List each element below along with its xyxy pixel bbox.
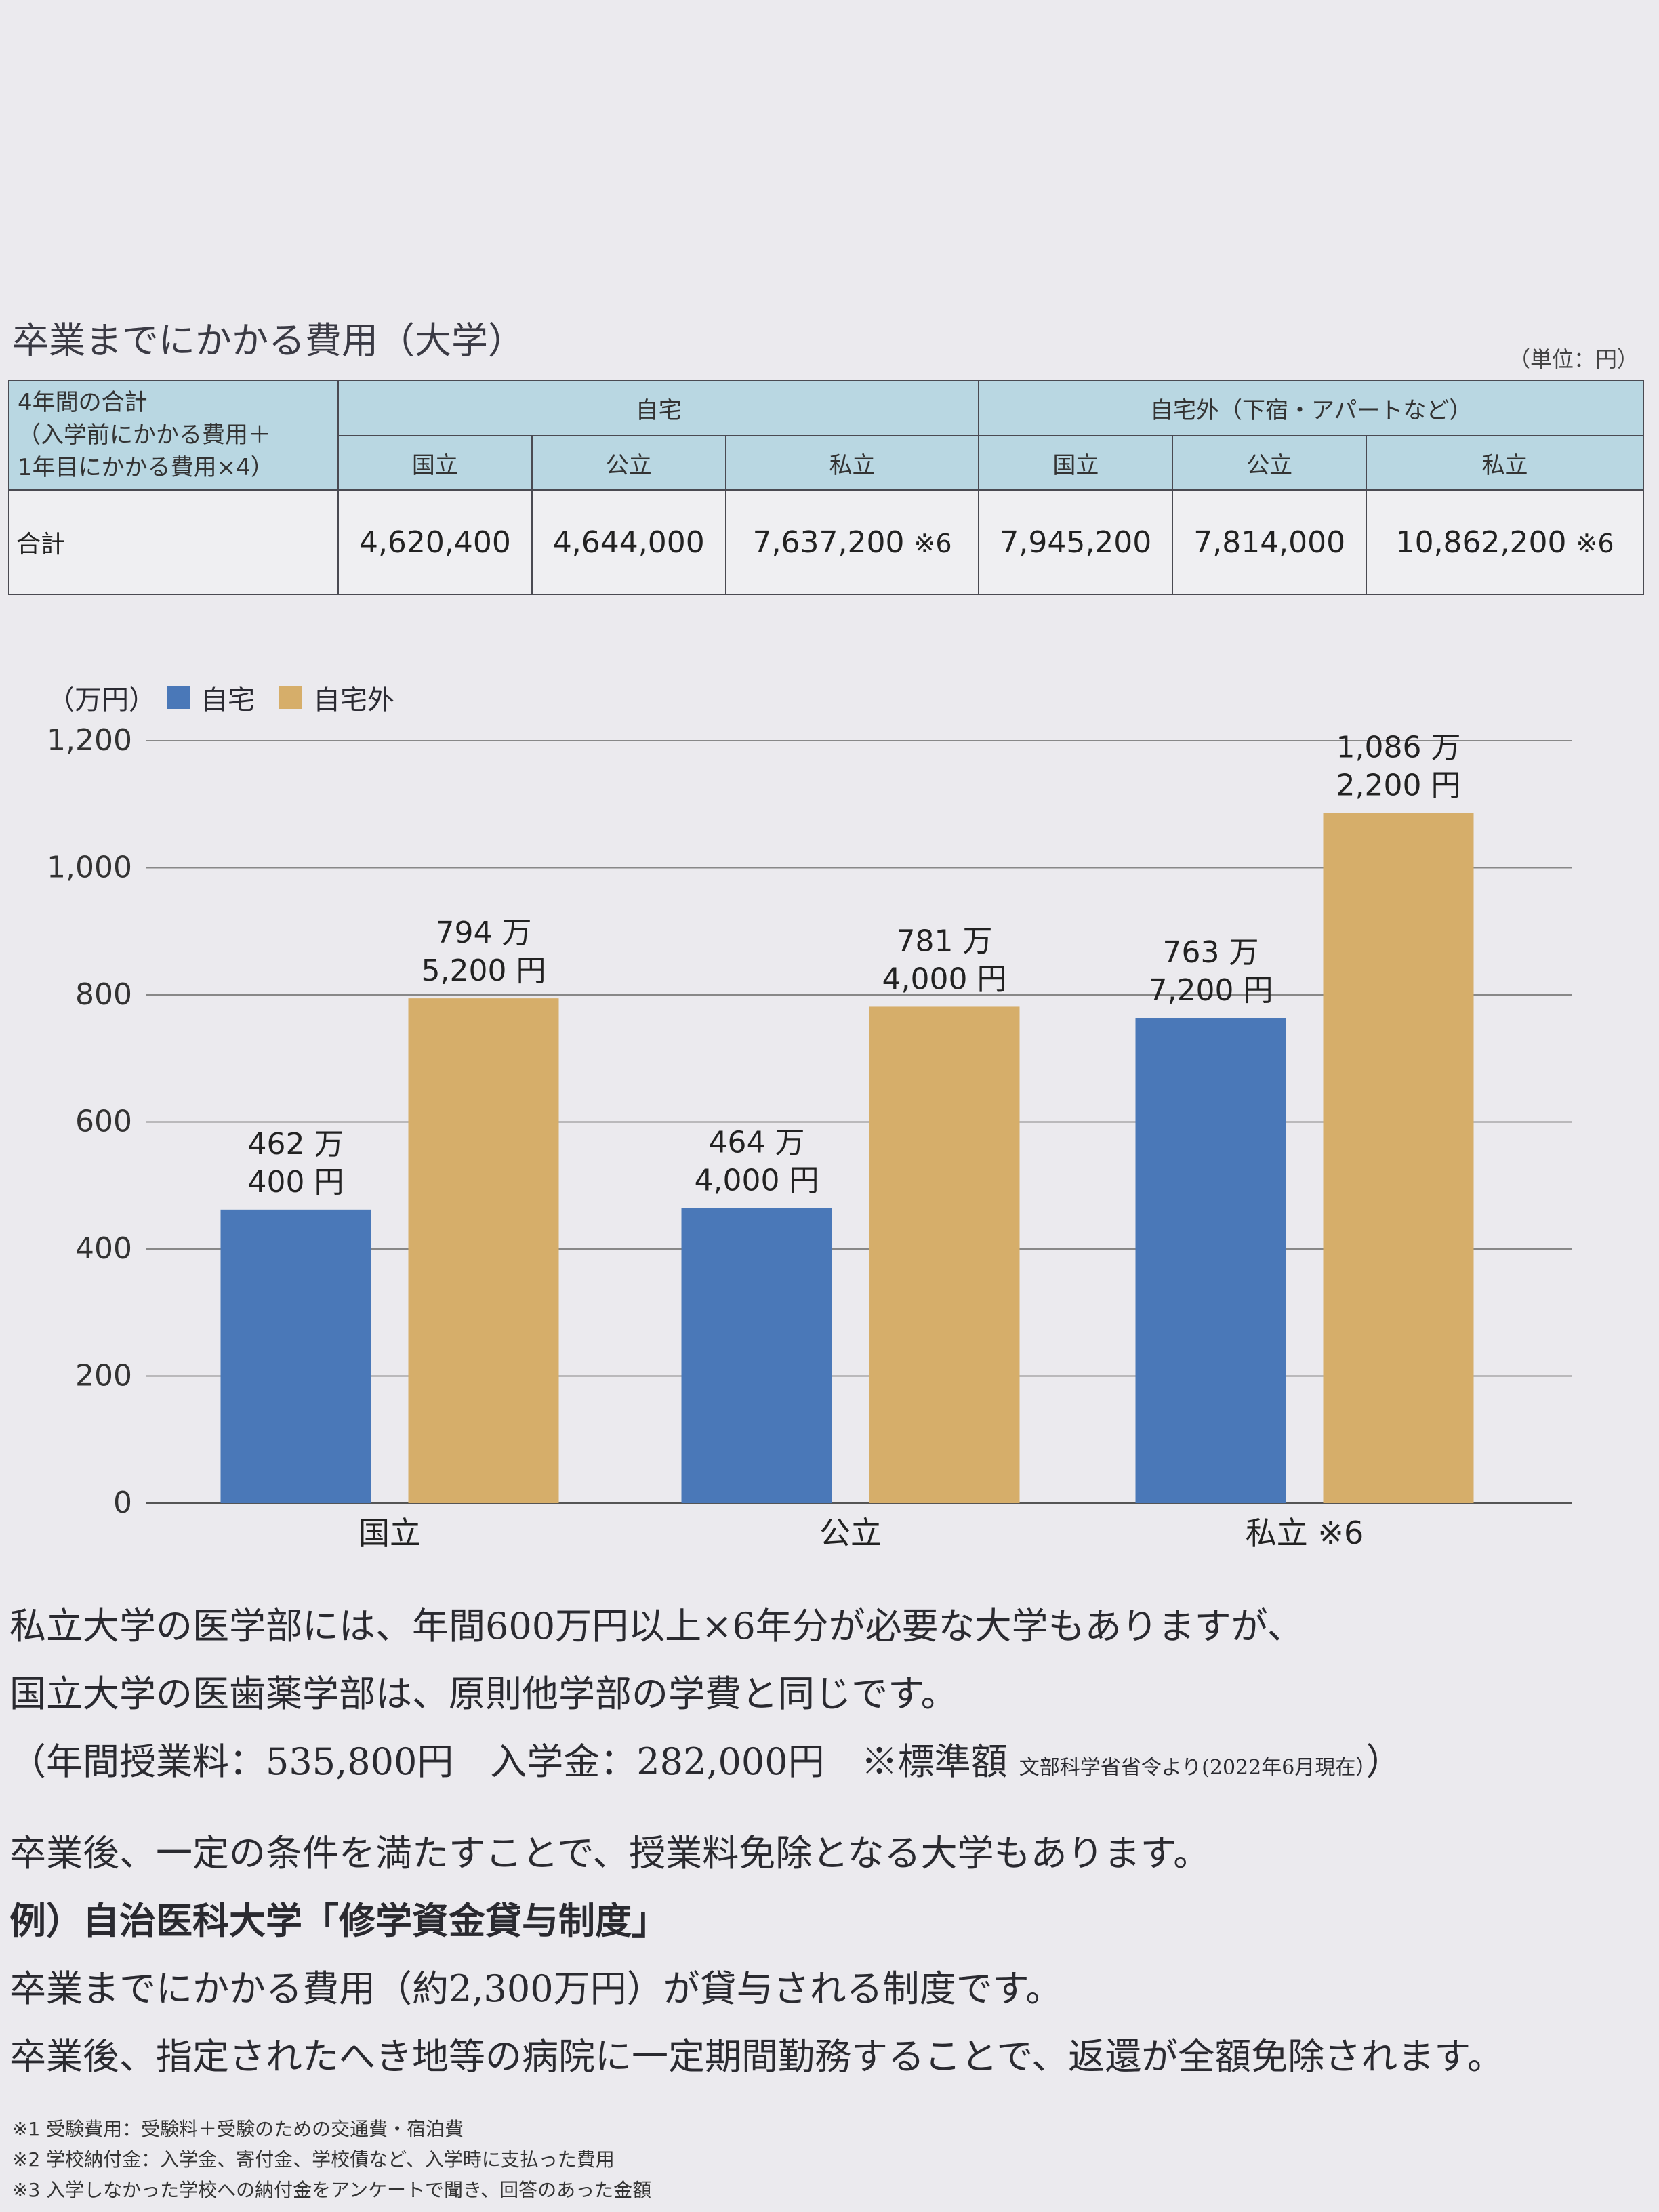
paragraph-example: 例）自治医科大学「修学資金貸与制度」 [9,1899,668,1942]
sub-header: 国立 [978,435,1174,491]
data-label: 4,000 円 [695,1164,819,1198]
data-label: 7,200 円 [1149,973,1273,1008]
corner-line: 1年目にかかる費用×4） [18,454,274,481]
footnote: ※1 受験費用：受験料＋受験のための交通費・宿泊費 [12,2118,464,2140]
table-cell: 7,637,200 ※6 [724,489,980,595]
source-note: 文部科学省省令より(2022年6月現在） [1019,1756,1366,1780]
group-header-away: 自宅外（下宿・アパートなど） [978,380,1644,436]
y-tick-label: 1,000 [47,851,132,885]
paragraph: 国立大学の医歯薬学部は、原則他学部の学費と同じです。 [9,1673,958,1715]
x-category-label: 私立 ※6 [1246,1515,1364,1551]
table-cell: 7,814,000 [1172,489,1368,595]
y-tick-label: 400 [75,1231,132,1266]
cell-note: ※6 [914,528,952,558]
bar-away [408,998,559,1503]
data-label: 4,000 円 [882,962,1007,996]
legend-label-away: 自宅外 [313,684,394,716]
table-corner-header: 4年間の合計 （入学前にかかる費用＋ 1年目にかかる費用×4） [8,380,339,491]
y-unit-label: （万円） [47,684,156,716]
paragraph: 卒業後、指定されたへき地等の病院に一定期間勤務することで、返還が全額免除されます… [9,2035,1504,2078]
data-label: 462 万 [248,1127,344,1162]
y-tick-label: 1,200 [47,723,132,758]
footnote: ※2 学校納付金：入学金、寄付金、学校債など、入学時に支払った費用 [12,2148,615,2171]
table-cell: 4,644,000 [531,489,726,595]
sub-header: 公立 [1172,435,1368,491]
y-tick-label: 800 [75,977,132,1012]
y-tick-label: 600 [75,1105,132,1139]
paragraph-standard-fees: （年間授業料：535,800円 入学金：282,000円 ※標準額 文部科学省省… [9,1732,1402,1785]
cell-note: ※6 [1576,528,1614,558]
bar-away [1323,813,1474,1503]
chart-legend: （万円） 自宅 自宅外 [47,678,394,717]
data-label: 781 万 [897,924,993,958]
paragraph: 卒業後、一定の条件を満たすことで、授業料免除となる大学もあります。 [9,1832,1210,1875]
footnote: ※3 入学しなかった学校への納付金をアンケートで聞き、回答のあった金額 [12,2179,652,2201]
data-label: 400 円 [248,1165,344,1200]
sub-header: 私立 [724,435,980,491]
corner-line: 4年間の合計 [18,389,148,416]
corner-line: （入学前にかかる費用＋ [18,422,271,449]
bar-home [681,1208,832,1503]
group-header-home: 自宅 [337,380,980,436]
table-cell: 4,620,400 [337,489,533,595]
legend-swatch-away [279,686,302,709]
y-tick-label: 0 [113,1486,132,1520]
sub-header: 私立 [1366,435,1644,491]
data-label: 464 万 [709,1126,805,1160]
bar-home [1135,1018,1286,1503]
paragraph: 卒業までにかかる費用（約2,300万円）が貸与される制度です。 [9,1967,1063,2010]
table-row: 合計 4,620,400 4,644,000 7,637,200 ※6 7,94… [8,489,1644,595]
legend-label-home: 自宅 [201,684,255,716]
x-category-label: 国立 [359,1515,421,1551]
legend-swatch-home [167,686,190,709]
cell-value: 10,862,200 [1395,525,1567,560]
unit-note: （単位：円） [1508,346,1639,372]
closing-paren: ） [1366,1740,1403,1783]
bar-away [869,1006,1020,1503]
table-cell: 7,945,200 [978,489,1174,595]
x-category-label: 公立 [819,1515,882,1551]
sub-header: 公立 [531,435,726,491]
fee-text: （年間授業料：535,800円 入学金：282,000円 ※標準額 [9,1740,1008,1783]
row-label: 合計 [8,489,339,595]
data-label: 763 万 [1163,935,1259,970]
data-label: 5,200 円 [422,954,546,988]
cell-value: 7,637,200 [752,525,905,560]
section-title: 卒業までにかかる費用（大学） [12,319,525,362]
paragraph: 私立大学の医学部には、年間600万円以上×6年分が必要な大学もありますが、 [9,1605,1304,1647]
data-label: 794 万 [436,916,532,950]
data-label: 2,200 円 [1336,769,1461,803]
bar-home [220,1209,371,1503]
y-tick-label: 200 [75,1359,132,1393]
cost-table: 4年間の合計 （入学前にかかる費用＋ 1年目にかかる費用×4） 自宅 自宅外（下… [8,380,1644,595]
table-cell: 10,862,200 ※6 [1366,489,1644,595]
sub-header: 国立 [337,435,533,491]
data-label: 1,086 万 [1336,731,1461,765]
